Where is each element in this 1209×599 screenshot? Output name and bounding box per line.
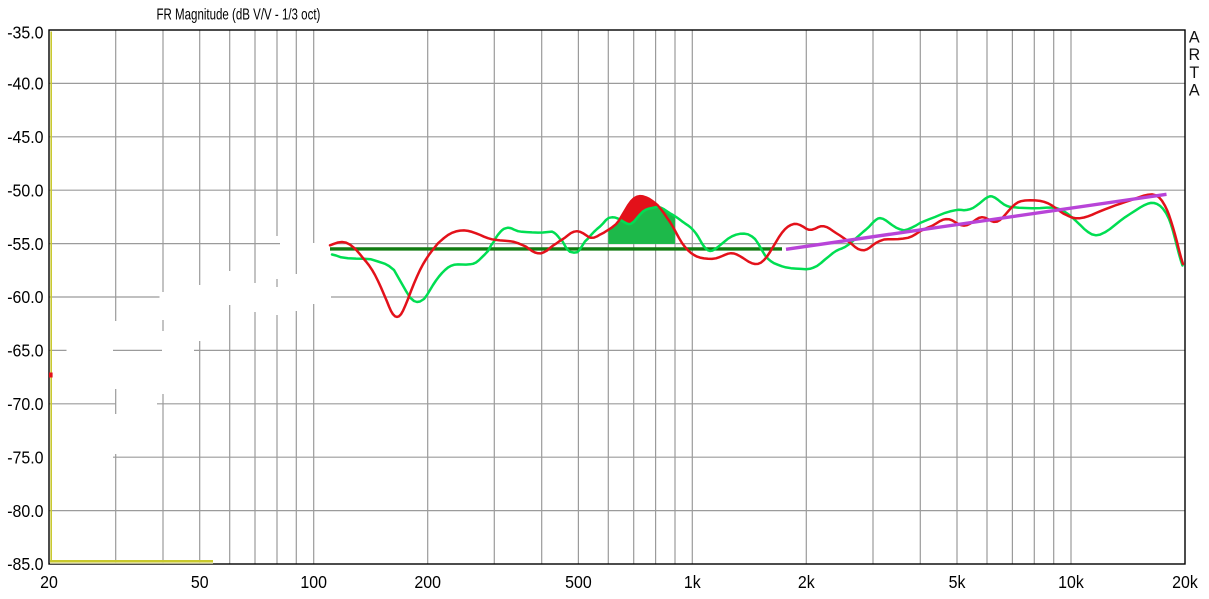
svg-text:-35.0: -35.0 xyxy=(7,23,43,43)
svg-text:200: 200 xyxy=(414,572,441,592)
svg-text:-60.0: -60.0 xyxy=(7,288,43,308)
svg-text:1k: 1k xyxy=(684,572,701,592)
svg-text:R: R xyxy=(1188,45,1200,64)
svg-text:-40.0: -40.0 xyxy=(7,74,43,94)
svg-text:10k: 10k xyxy=(1058,572,1084,592)
svg-text:-70.0: -70.0 xyxy=(7,394,43,414)
svg-text:FR Magnitude (dB V/V - 1/3 oct: FR Magnitude (dB V/V - 1/3 oct) xyxy=(157,4,321,22)
svg-text:-65.0: -65.0 xyxy=(7,341,43,361)
svg-text:20: 20 xyxy=(40,572,58,592)
svg-text:A: A xyxy=(1189,27,1201,46)
svg-text:2k: 2k xyxy=(798,572,815,592)
svg-text:-85.0: -85.0 xyxy=(7,555,43,575)
svg-text:5k: 5k xyxy=(949,572,966,592)
svg-text:-45.0: -45.0 xyxy=(7,127,43,147)
svg-text:50: 50 xyxy=(191,572,209,592)
svg-text:T: T xyxy=(1189,63,1199,82)
svg-text:-75.0: -75.0 xyxy=(7,448,43,468)
svg-text:100: 100 xyxy=(300,572,327,592)
svg-text:A: A xyxy=(1189,80,1201,99)
svg-text:-80.0: -80.0 xyxy=(7,501,43,521)
svg-text:-55.0: -55.0 xyxy=(7,234,43,254)
svg-text:20k: 20k xyxy=(1172,572,1198,592)
svg-text:-50.0: -50.0 xyxy=(7,181,43,201)
svg-text:500: 500 xyxy=(565,572,592,592)
